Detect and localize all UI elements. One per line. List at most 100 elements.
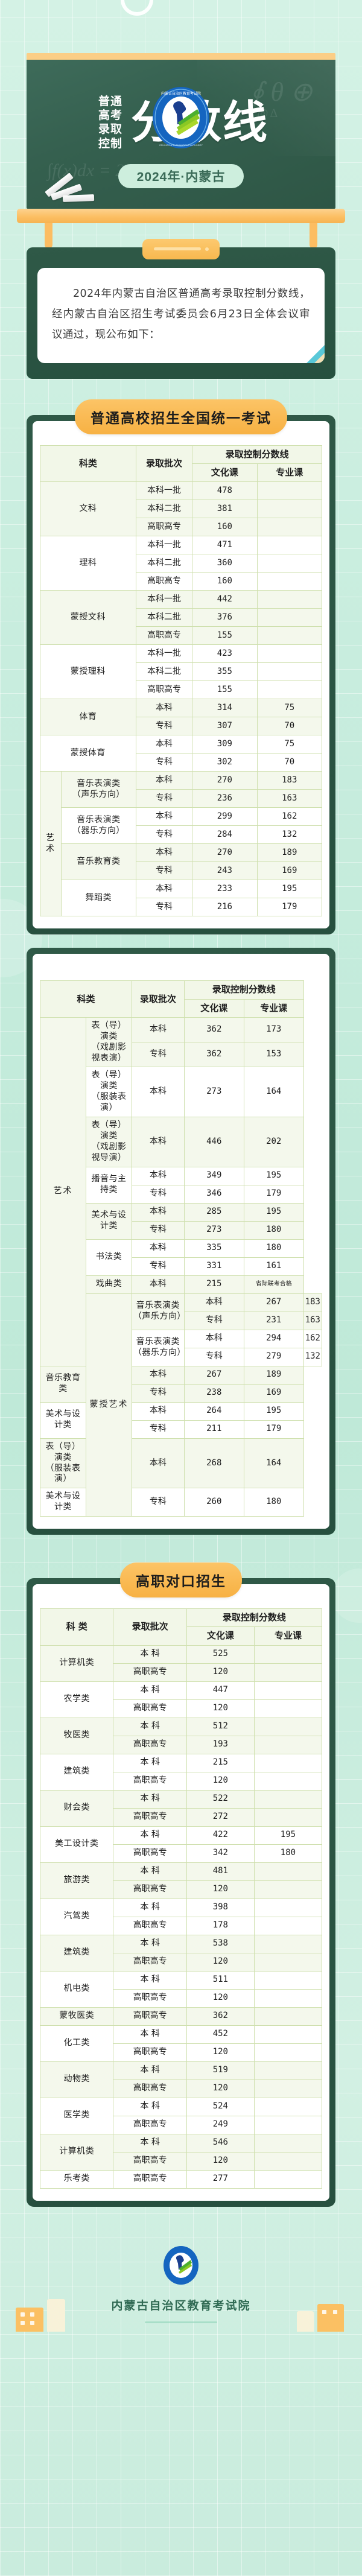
cell-batch: 本科 [131,1202,185,1222]
cell-major-score: 132 [303,1347,323,1366]
cell-major-score [256,662,323,682]
cell-batch: 本科二批 [135,608,193,627]
cell-category: 旅游类 [39,1862,114,1899]
cell-major-score: 195 [243,1166,304,1185]
cell-batch: 高职高专 [113,1916,187,1935]
cell-batch: 高职高专 [113,2043,187,2062]
table-row: 美工设计类本 科 422 195 [39,1826,323,1863]
cell-culture-score: 284 [192,825,258,845]
table-row: 表（导）演类 （服装表演） 本科 268 164 [40,1438,322,1489]
cell-major-score: 183 [303,1293,323,1312]
cell-batch: 高职高专 [113,1807,187,1827]
cell-major-score: 173 [243,1017,304,1043]
cell-culture-score: 376 [192,608,258,627]
table-row: 美术与设计类 专科 260 180 [40,1488,322,1517]
cell-major-score [253,2079,323,2098]
table-row: 乐考类 高职高专 277 [39,2169,323,2189]
cell-culture-score: 360 [192,554,258,573]
cell-category: 牧医类 [39,1717,114,1754]
cell-culture-score: 273 [183,1067,244,1118]
cell-subcategory: 戏曲类 [85,1275,132,1294]
table-row: 建筑类本 科 215 [39,1753,323,1791]
cell-batch: 本 科 [113,1898,187,1917]
cell-culture-score: 294 [243,1329,304,1348]
cell-batch: 专科 [131,1420,185,1439]
th-major: 专业课 [256,463,323,483]
chalk-scribble-circle: ◎ ∆ [256,107,278,120]
cell-batch: 专科 [135,753,193,772]
cell-major-score: 179 [256,898,323,917]
cell-major-score: 70 [256,753,323,772]
cell-major-score: 202 [243,1117,304,1167]
cell-batch: 本科 [135,880,193,899]
cell-batch: 高职高专 [113,1771,187,1791]
cell-culture-score: 279 [243,1347,304,1366]
cell-category: 体育 [40,699,136,736]
cell-batch: 专科 [131,1488,185,1517]
cell-batch: 高职高专 [135,518,193,537]
cell-category: 文科 [40,481,136,537]
cell-batch: 高职高专 [135,680,193,700]
table-row: 戏曲类 本科 215 省际联考合格 [40,1275,322,1294]
cell-category: 蒙授体育 [40,735,136,772]
table-row: 专科 307 70 [40,717,323,736]
cell-subcategory: 美术与设计类 [40,1488,86,1517]
section-frame-vocational: 科 类 录取批次 录取控制分数线 文化课 专业课 计算机类本 科 525 高职高专 1… [27,1578,335,2207]
cell-major-score [256,680,323,700]
table-header-row-2: 文化课 专业课 [40,1626,323,1646]
cell-batch: 本科 [131,1365,185,1385]
cell-culture-score: 331 [183,1257,244,1276]
table-row: 财会类本 科 522 [39,1789,323,1827]
cell-culture-score: 273 [183,1220,244,1240]
cell-subcategory: 表（导）演类 （戏剧影视表演） [85,1017,132,1068]
cell-major-score [253,2007,323,2026]
th-category: 科类 [40,445,136,483]
cell-major-score: 195 [253,1826,323,1845]
cell-batch: 本科 [131,1239,185,1258]
cell-major-score [253,1789,323,1809]
cell-culture-score: 264 [183,1401,244,1421]
cell-major-score [253,1717,323,1736]
table-row: 音乐表演类 （器乐方向） 本科 299 162 [40,807,323,845]
footer: 内蒙古自治区教育考试院 [0,2245,362,2347]
cell-major-score: 189 [256,843,323,863]
cell-category: 计算机类 [39,1645,114,1682]
cell-culture-score: 243 [192,861,258,881]
cell-culture-score: 346 [183,1184,244,1204]
cell-culture-score: 270 [192,843,258,863]
table-row: 舞蹈类 本科 233 195 [40,880,323,917]
table-row: 汽驾类本 科 398 [39,1898,323,1935]
cell-major-score: 70 [256,717,323,736]
table-row: 表（导）演类 （服装表演） 本科 273 164 [40,1067,322,1118]
decor-circle-right [332,1569,362,1623]
cell-batch: 本 科 [113,1826,187,1845]
cell-batch: 本 科 [113,1789,187,1809]
table-row: 美术与设计类 本科 264 195 [40,1401,322,1439]
table-row: 艺术 表（导）演类 （戏剧影视表演） 本科 362 173 [40,1017,322,1366]
cell-culture-score: 538 [186,1934,255,1953]
cell-major-score [253,1771,323,1791]
section-frame-art: 科类 录取批次 录取控制分数线 文化课 专业课 艺术 表（导）演类 （戏剧影视表演）… [27,948,335,1535]
footer-divider [145,2321,217,2323]
chalk-stick [62,194,95,202]
cell-batch: 专科 [131,1383,185,1403]
cell-batch: 本科一批 [135,644,193,664]
table-row: 高职高专 120 [40,1663,323,1682]
cell-batch: 本科 [135,843,193,863]
table-header-row: 科类 录取批次 录取控制分数线 [40,980,322,1018]
cell-major-score: 180 [243,1488,304,1517]
cell-subcategory: 表（导）演类 （服装表演） [85,1067,132,1118]
cell-major-score [256,572,323,591]
cell-category: 医学类 [39,2097,114,2134]
cell-culture-score: 362 [183,1042,244,1068]
table-row: 计算机类本 科 525 [39,1645,323,1682]
cell-category: 财会类 [39,1789,114,1827]
cell-culture-score: 160 [192,572,258,591]
cell-batch: 本科一批 [135,536,193,555]
cell-subcategory: 音乐表演类 （器乐方向） [131,1329,185,1366]
table-row: 蒙授艺术 音乐表演类 （声乐方向） 本科 267 183 [40,1293,323,1517]
inner-mongolia-education-exam-authority-emblem [164,2245,198,2285]
cell-culture-score: 120 [186,1880,255,1899]
cell-major-score: 163 [303,1311,323,1330]
cell-culture-score: 272 [186,1807,255,1827]
